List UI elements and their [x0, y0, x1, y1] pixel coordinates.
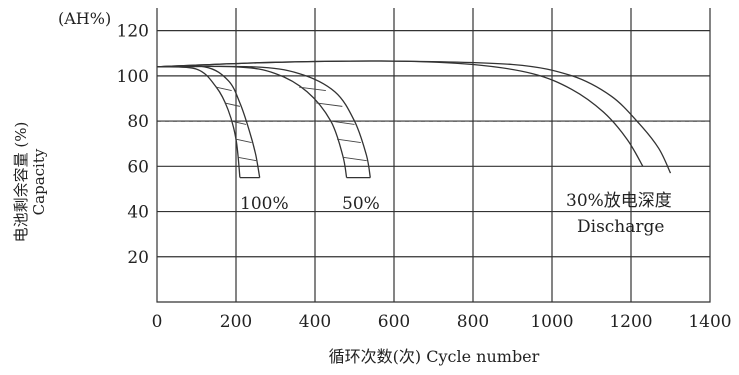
y-tick-label-100: 100 — [117, 67, 149, 87]
series-0-hatch-0 — [216, 86, 232, 91]
series-1-hatch-0 — [299, 86, 326, 91]
y-tick-label-120: 120 — [117, 22, 149, 42]
y-tick-label-40: 40 — [127, 203, 149, 223]
series-0-curve-0 — [156, 66, 241, 178]
series-1-curve-0 — [156, 65, 348, 178]
series-layer — [156, 60, 672, 179]
series-0-hatch-2 — [231, 120, 247, 125]
series-0-hatch-3 — [235, 138, 252, 144]
series-label-100: 100% — [240, 194, 289, 214]
series-label-50: 50% — [342, 194, 380, 214]
grid — [156, 8, 711, 303]
series-0-hatch-1 — [224, 102, 241, 107]
y-axis-label-en: Capacity — [30, 148, 48, 215]
x-tick-label-200: 200 — [220, 312, 252, 332]
x-axis-label: 循环次数(次) Cycle number — [329, 347, 540, 366]
tick-labels: 0 200 400 600 800 1000 1200 1400 20 40 60 80 100 120 — [117, 22, 732, 332]
x-tick-label-1000: 1000 — [530, 312, 573, 332]
y-unit-label: (AH%) — [58, 9, 111, 28]
series-1-curve-1 — [156, 65, 371, 178]
series-1-hatch-3 — [337, 138, 361, 144]
y-tick-label-80: 80 — [127, 112, 149, 132]
plot-frame — [156, 8, 711, 303]
y-axis-label-cn: 电池剩余容量 (%) — [12, 122, 30, 243]
series-1-hatch-1 — [316, 102, 343, 107]
series-label-discharge: Discharge — [577, 217, 664, 237]
y-tick-label-20: 20 — [127, 248, 149, 268]
y-tick-label-60: 60 — [127, 157, 149, 177]
x-tick-label-600: 600 — [378, 312, 410, 332]
x-tick-label-1400: 1400 — [688, 312, 731, 332]
series-1-hatch-2 — [330, 120, 355, 125]
x-tick-label-1200: 1200 — [609, 312, 652, 332]
series-0-curve-1 — [156, 65, 261, 178]
series-2-curve-1 — [156, 60, 672, 174]
series-0-hatch-4 — [237, 156, 257, 162]
series-1-hatch-4 — [342, 156, 367, 162]
series-label-30: 30%放电深度 — [566, 191, 672, 211]
x-tick-label-0: 0 — [152, 312, 163, 332]
x-tick-label-800: 800 — [457, 312, 489, 332]
x-tick-label-400: 400 — [299, 312, 331, 332]
